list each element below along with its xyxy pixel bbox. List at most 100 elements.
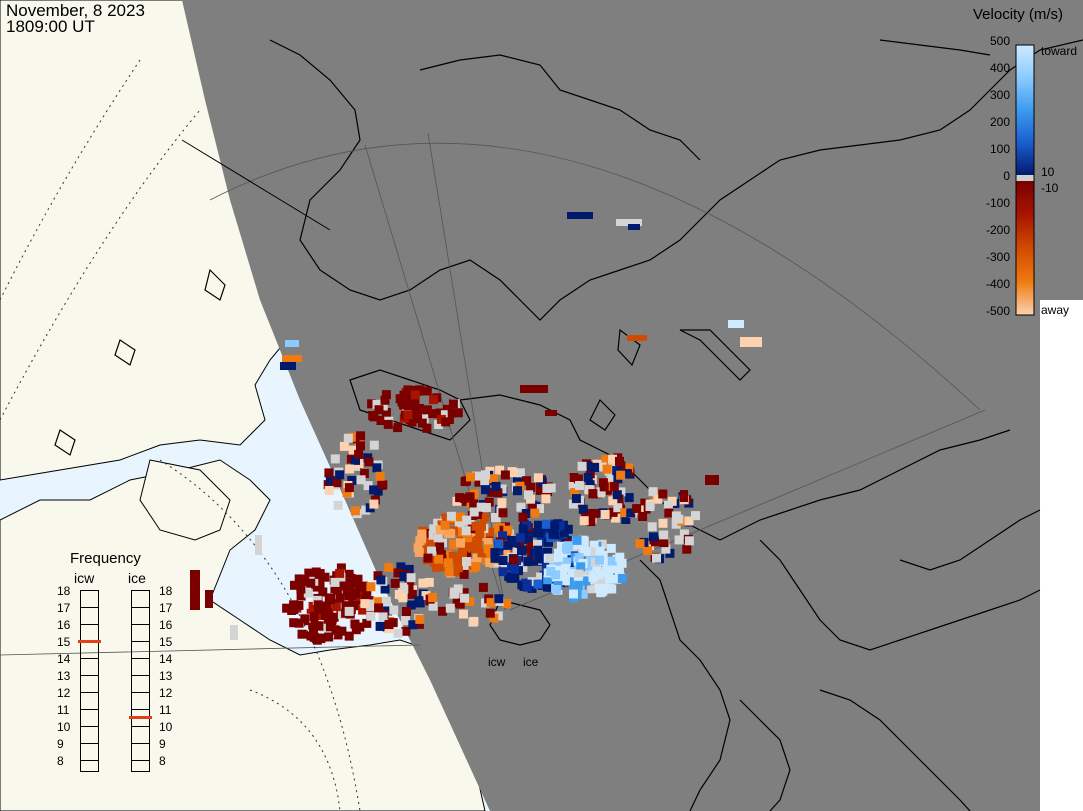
freq-head-icw: icw bbox=[74, 570, 95, 586]
velocity-cell bbox=[205, 590, 213, 608]
velocity-cell bbox=[296, 591, 306, 601]
velocity-cell bbox=[658, 518, 668, 528]
velocity-cell bbox=[581, 576, 591, 586]
velocity-cell bbox=[606, 473, 616, 483]
velocity-cell bbox=[568, 542, 578, 552]
velocity-cell bbox=[635, 539, 645, 549]
velocity-cell bbox=[628, 224, 640, 230]
frequency-ladder-icw bbox=[80, 590, 99, 772]
velocity-cell bbox=[583, 472, 593, 482]
velocity-cell bbox=[530, 508, 540, 518]
velocity-cell bbox=[568, 499, 578, 509]
velocity-cell bbox=[535, 485, 545, 495]
velocity-cell bbox=[513, 486, 522, 496]
velocity-cell bbox=[325, 475, 335, 485]
frequency-tick-label: 14 bbox=[57, 652, 71, 666]
velocity-cell bbox=[440, 410, 450, 420]
frequency-gridline bbox=[80, 675, 99, 676]
velocity-cell bbox=[661, 544, 671, 554]
velocity-cell bbox=[509, 555, 519, 565]
velocity-cell bbox=[546, 483, 556, 493]
velocity-cell bbox=[417, 418, 427, 428]
velocity-cell bbox=[609, 482, 619, 492]
velocity-cell bbox=[320, 622, 329, 632]
velocity-cell bbox=[568, 480, 578, 490]
frequency-tick-label: 9 bbox=[159, 737, 166, 751]
colorbar-frame bbox=[1015, 44, 1035, 316]
velocity-cell bbox=[339, 441, 349, 451]
velocity-cell bbox=[541, 494, 551, 504]
velocity-cell bbox=[356, 475, 366, 485]
velocity-cell bbox=[740, 337, 762, 347]
velocity-cell bbox=[335, 593, 345, 603]
velocity-cell bbox=[422, 423, 432, 433]
velocity-cell bbox=[376, 416, 386, 425]
velocity-cell bbox=[652, 553, 661, 563]
velocity-cell bbox=[369, 499, 379, 509]
velocity-cell bbox=[434, 420, 444, 429]
velocity-cell bbox=[545, 410, 557, 416]
velocity-cell bbox=[474, 477, 484, 487]
velocity-cell bbox=[344, 483, 354, 493]
velocity-cell bbox=[300, 614, 310, 624]
velocity-cell bbox=[567, 569, 577, 578]
velocity-cell bbox=[358, 605, 368, 615]
colorbar bbox=[1015, 44, 1035, 316]
velocity-cell bbox=[684, 516, 694, 526]
velocity-cell bbox=[527, 577, 537, 587]
velocity-cell bbox=[401, 626, 411, 636]
velocity-cell bbox=[545, 553, 555, 563]
velocity-cell bbox=[510, 573, 520, 583]
velocity-cell bbox=[559, 528, 569, 538]
velocity-cell bbox=[469, 507, 479, 517]
velocity-cell bbox=[372, 463, 382, 473]
velocity-cell bbox=[454, 518, 464, 528]
velocity-cell bbox=[404, 581, 414, 591]
velocity-cell bbox=[413, 414, 423, 424]
velocity-cell bbox=[435, 542, 445, 552]
velocity-cell bbox=[575, 481, 584, 490]
velocity-cell bbox=[342, 488, 352, 498]
velocity-cell bbox=[335, 581, 345, 591]
velocity-cell bbox=[682, 544, 692, 554]
velocity-cell bbox=[403, 385, 413, 395]
velocity-cell bbox=[426, 537, 435, 546]
velocity-cell bbox=[396, 562, 406, 572]
minus-ten-label: -10 bbox=[1041, 181, 1059, 195]
velocity-cell bbox=[638, 512, 648, 521]
velocity-cell bbox=[600, 510, 610, 519]
velocity-cell bbox=[374, 405, 384, 415]
velocity-cell bbox=[475, 529, 485, 539]
velocity-cell bbox=[465, 597, 475, 606]
velocity-cell bbox=[406, 573, 416, 583]
frequency-gridline bbox=[131, 726, 150, 727]
velocity-cell bbox=[344, 631, 354, 641]
colorbar-away bbox=[1016, 181, 1034, 315]
velocity-cell bbox=[557, 541, 566, 551]
velocity-cell bbox=[445, 603, 455, 613]
velocity-cell bbox=[443, 558, 453, 568]
velocity-cell bbox=[362, 586, 372, 596]
velocity-cell bbox=[597, 539, 607, 549]
velocity-cell bbox=[353, 574, 363, 584]
velocity-cell bbox=[526, 482, 536, 492]
velocity-cell bbox=[518, 512, 528, 522]
velocity-cell bbox=[534, 528, 544, 538]
frequency-tick-label: 15 bbox=[57, 635, 71, 649]
frequency-tick-label: 13 bbox=[159, 669, 173, 683]
velocity-cell bbox=[594, 570, 604, 580]
velocity-cell bbox=[314, 621, 324, 631]
velocity-cell bbox=[534, 520, 543, 530]
velocity-cell bbox=[598, 478, 608, 488]
velocity-cell bbox=[282, 603, 292, 613]
velocity-cell bbox=[417, 529, 427, 539]
velocity-cell bbox=[324, 486, 334, 495]
velocity-cell bbox=[480, 476, 490, 486]
velocity-cell bbox=[602, 559, 612, 569]
frequency-marker-icw bbox=[78, 639, 101, 643]
velocity-cell bbox=[483, 544, 493, 554]
velocity-cell bbox=[280, 362, 296, 370]
frequency-gridline bbox=[131, 743, 150, 744]
velocity-cell bbox=[285, 340, 299, 347]
